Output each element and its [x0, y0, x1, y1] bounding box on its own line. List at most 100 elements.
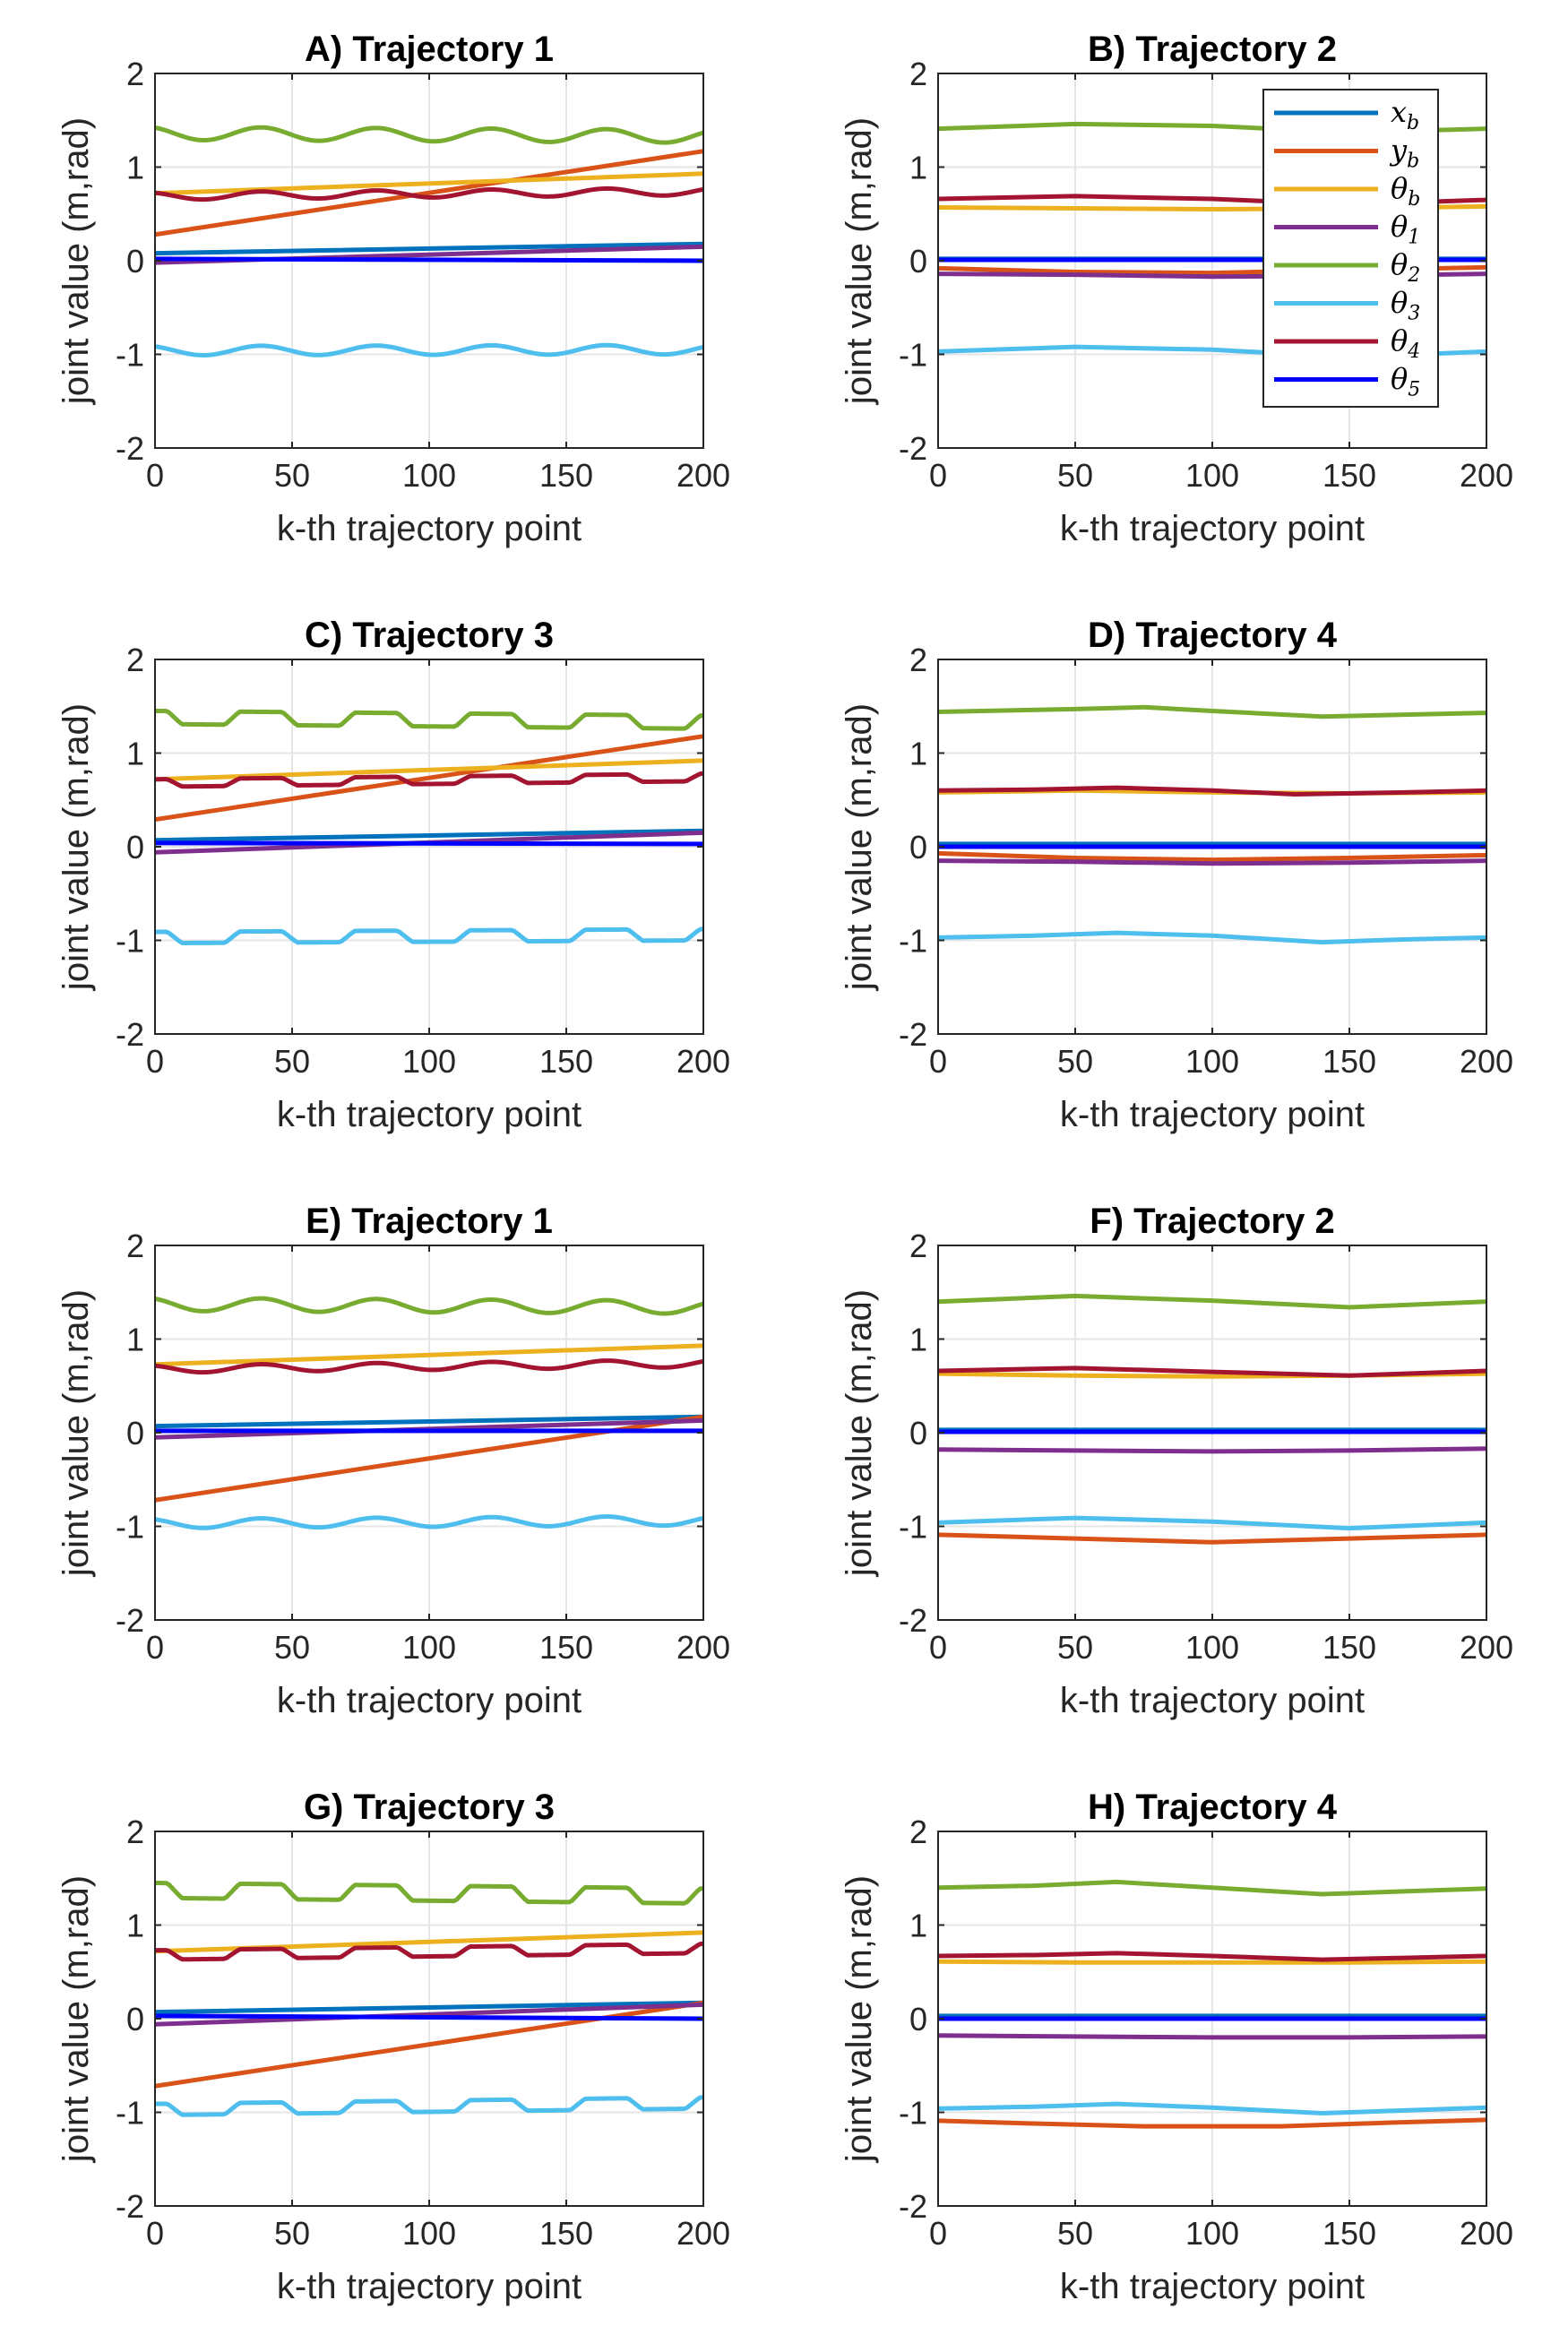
series-line-theta-1: [938, 1446, 1486, 1454]
panel-title: A) Trajectory 1: [305, 30, 554, 69]
x-tick-label: 100: [1185, 1043, 1239, 1080]
y-tick-label: -1: [116, 923, 144, 960]
series-group: [155, 1880, 703, 2117]
series-line-theta-3: [155, 926, 703, 945]
series-line-x-b: [155, 241, 703, 256]
y-tick-label: 2: [909, 1814, 927, 1850]
x-tick-label: 0: [929, 457, 947, 494]
series-line-theta-1: [938, 858, 1486, 866]
y-tick-label: -1: [899, 923, 927, 960]
x-tick-label: 0: [146, 2215, 164, 2252]
y-tick-label: 1: [126, 1322, 144, 1358]
y-tick-label: -2: [899, 430, 927, 467]
legend-label-theta-4: θ4: [1391, 323, 1420, 363]
series-line-theta-1: [155, 2002, 703, 2027]
x-tick-label: 100: [1185, 457, 1239, 494]
y-tick-label: -2: [899, 1016, 927, 1053]
x-tick-label: 150: [1322, 1629, 1376, 1666]
series-line-theta-4: [155, 185, 703, 202]
series-group: [938, 704, 1486, 945]
y-axis-label: joint value (m,rad): [840, 1875, 879, 2163]
x-tick-label: 200: [1460, 457, 1513, 494]
x-tick-label: 150: [539, 1043, 593, 1080]
y-tick-label: 2: [909, 642, 927, 678]
x-tick-label: 150: [1322, 457, 1376, 494]
x-tick-label: 100: [402, 457, 456, 494]
series-line-theta-2: [155, 1296, 703, 1316]
y-tick-label: 1: [909, 150, 927, 186]
panel-title: C) Trajectory 3: [305, 616, 554, 655]
subplot-d: 0 50 100 150 200 -2 -1 0 1 2 D) Trajectory 4 k-th t…: [840, 616, 1513, 1134]
series-line-y-b: [938, 1532, 1486, 1545]
panel-title: F) Trajectory 2: [1090, 1202, 1334, 1241]
x-tick-label: 200: [1460, 1629, 1513, 1666]
y-tick-label: 1: [909, 736, 927, 772]
y-tick-label: 0: [909, 829, 927, 866]
y-tick-label: -1: [116, 337, 144, 374]
y-tick-label: 2: [909, 1228, 927, 1264]
series-line-theta-2: [155, 1880, 703, 1906]
subplot-g: 0 50 100 150 200 -2 -1 0 1 2 G) Trajectory 3 k-th t…: [56, 1788, 730, 2306]
x-axis-label: k-th trajectory point: [1060, 509, 1365, 548]
y-tick-label: -1: [116, 2095, 144, 2132]
panel-title: E) Trajectory 1: [306, 1202, 553, 1241]
x-tick-label: 50: [1057, 1043, 1093, 1080]
subplot-a: 0 50 100 150 200 -2 -1 0 1 2 A) Trajectory 1 k-th t…: [56, 30, 730, 548]
legend-label-theta-b: θb: [1391, 171, 1420, 211]
y-tick-label: -1: [899, 337, 927, 374]
series-line-theta-2: [155, 708, 703, 731]
legend-label-theta-3: θ3: [1391, 286, 1420, 325]
x-axis-label: k-th trajectory point: [277, 1095, 582, 1134]
y-tick-label: 1: [909, 1908, 927, 1944]
x-tick-label: 150: [1322, 2215, 1376, 2252]
subplot-b: 0 50 100 150 200 -2 -1 0 1 2 B) Trajectory 2 k-th t…: [840, 30, 1513, 548]
series-line-theta-4: [938, 1951, 1486, 1962]
series-line-theta-b: [938, 1959, 1486, 1965]
y-tick-label: -2: [116, 1016, 144, 1053]
x-tick-label: 200: [1460, 1043, 1513, 1080]
subplot-f: 0 50 100 150 200 -2 -1 0 1 2 F) Trajectory 2 k-th t…: [840, 1202, 1513, 1720]
x-tick-label: 50: [274, 457, 310, 494]
panel-title: H) Trajectory 4: [1088, 1788, 1338, 1827]
x-tick-label: 0: [929, 2215, 947, 2252]
y-tick-label: 2: [126, 56, 144, 92]
x-tick-label: 200: [676, 457, 730, 494]
series-line-x-b: [155, 828, 703, 843]
series-line-theta-b: [155, 1343, 703, 1367]
series-group: [155, 1296, 703, 1530]
series-line-y-b: [155, 734, 703, 823]
panel-title: B) Trajectory 2: [1088, 30, 1337, 69]
series-line-theta-b: [155, 171, 703, 196]
series-line-theta-5: [155, 840, 703, 847]
y-tick-label: 1: [126, 736, 144, 772]
series-line-theta-3: [938, 1515, 1486, 1531]
x-tick-label: 0: [146, 1629, 164, 1666]
series-line-theta-5: [155, 256, 703, 263]
series-line-theta-3: [155, 342, 703, 358]
x-tick-label: 50: [274, 1629, 310, 1666]
series-line-theta-4: [155, 1358, 703, 1375]
series-line-theta-4: [938, 785, 1486, 797]
x-axis-label: k-th trajectory point: [277, 1681, 582, 1720]
series-line-theta-3: [938, 930, 1486, 945]
x-tick-label: 100: [1185, 1629, 1239, 1666]
series-line-x-b: [155, 1414, 703, 1429]
x-tick-label: 100: [1185, 2215, 1239, 2252]
y-tick-label: 0: [909, 2001, 927, 2038]
y-tick-label: 2: [126, 642, 144, 678]
series-line-y-b: [155, 149, 703, 237]
series-line-theta-5: [155, 2013, 703, 2021]
y-axis-label: joint value (m,rad): [840, 1289, 879, 1577]
series-line-theta-2: [938, 1879, 1486, 1897]
legend-label-theta-2: θ2: [1391, 247, 1420, 287]
x-tick-label: 50: [1057, 1629, 1093, 1666]
series-group: [155, 125, 703, 358]
x-tick-label: 50: [1057, 457, 1093, 494]
series-line-x-b: [155, 2000, 703, 2015]
y-tick-label: -2: [116, 2188, 144, 2225]
x-axis-label: k-th trajectory point: [1060, 1681, 1365, 1720]
series-line-theta-4: [155, 1941, 703, 1962]
legend-box: [1262, 89, 1439, 408]
series-line-theta-3: [938, 2101, 1486, 2116]
series-line-theta-3: [155, 2095, 703, 2117]
